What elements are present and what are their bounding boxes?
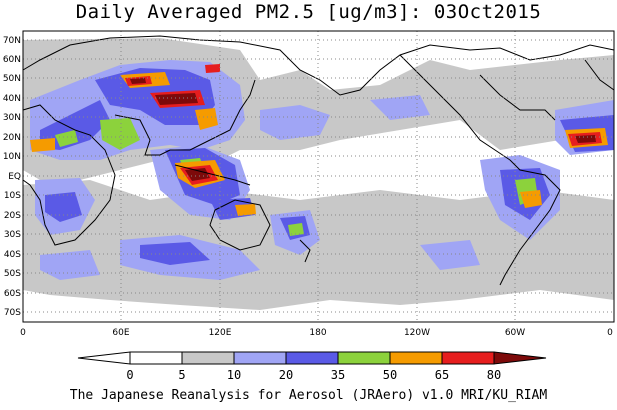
lat-label: 60S xyxy=(4,289,21,299)
map-grid xyxy=(23,31,614,322)
lat-label: 20S xyxy=(4,211,21,221)
lat-label: 50N xyxy=(3,74,21,84)
lon-label: 60W xyxy=(505,328,525,338)
colorbar-segment xyxy=(129,351,183,365)
colorbar-segment xyxy=(441,351,495,365)
colorbar-segment xyxy=(181,351,235,365)
map-title: Daily Averaged PM2.5 [ug/m3]: 03Oct2015 xyxy=(75,1,542,23)
footer-credit: The Japanese Reanalysis for Aerosol (JRA… xyxy=(69,388,548,403)
colorbar-label: 10 xyxy=(227,368,241,382)
colorbar-label: 35 xyxy=(331,368,345,382)
colorbar-label: 50 xyxy=(383,368,397,382)
colorbar-right-arrow xyxy=(493,351,547,365)
lon-label: 60E xyxy=(112,328,129,338)
colorbar-segment xyxy=(389,351,443,365)
colorbar-labels: 0 5 10 20 35 50 65 80 xyxy=(126,368,501,382)
colorbar-left-arrow xyxy=(77,351,131,365)
lat-label: EQ xyxy=(8,172,21,182)
lat-label: 30S xyxy=(4,230,21,240)
lat-label: 10S xyxy=(4,191,21,201)
lat-label: 70N xyxy=(3,36,21,46)
lat-label: 30N xyxy=(3,113,21,123)
colorbar-label: 20 xyxy=(279,368,293,382)
colorbar-segment xyxy=(233,351,287,365)
lon-label: 0 xyxy=(607,328,613,338)
lat-label: 40N xyxy=(3,94,21,104)
colorbar-label: 5 xyxy=(178,368,185,382)
lat-label: 60N xyxy=(3,55,21,65)
lon-label: 120W xyxy=(404,328,430,338)
plot-frame xyxy=(22,30,615,323)
coastlines xyxy=(22,35,615,286)
colorbar xyxy=(77,351,547,365)
colorbar-segment xyxy=(285,351,339,365)
colorbar-label: 80 xyxy=(487,368,501,382)
lat-label: 10N xyxy=(3,152,21,162)
longitude-labels: 0 60E 120E 180 120W 60W 0 xyxy=(20,328,613,338)
lon-label: 120E xyxy=(209,328,232,338)
lat-label: 20N xyxy=(3,133,21,143)
latitude-labels: 70N 60N 50N 40N 30N 20N 10N EQ 10S 20S 3… xyxy=(3,36,21,318)
lat-label: 40S xyxy=(4,250,21,260)
lon-label: 180 xyxy=(309,328,326,338)
colorbar-label: 0 xyxy=(126,368,133,382)
lat-label: 70S xyxy=(4,308,21,318)
colorbar-segment xyxy=(337,351,391,365)
colorbar-label: 65 xyxy=(435,368,449,382)
lat-label: 50S xyxy=(4,269,21,279)
lon-label: 0 xyxy=(20,328,26,338)
